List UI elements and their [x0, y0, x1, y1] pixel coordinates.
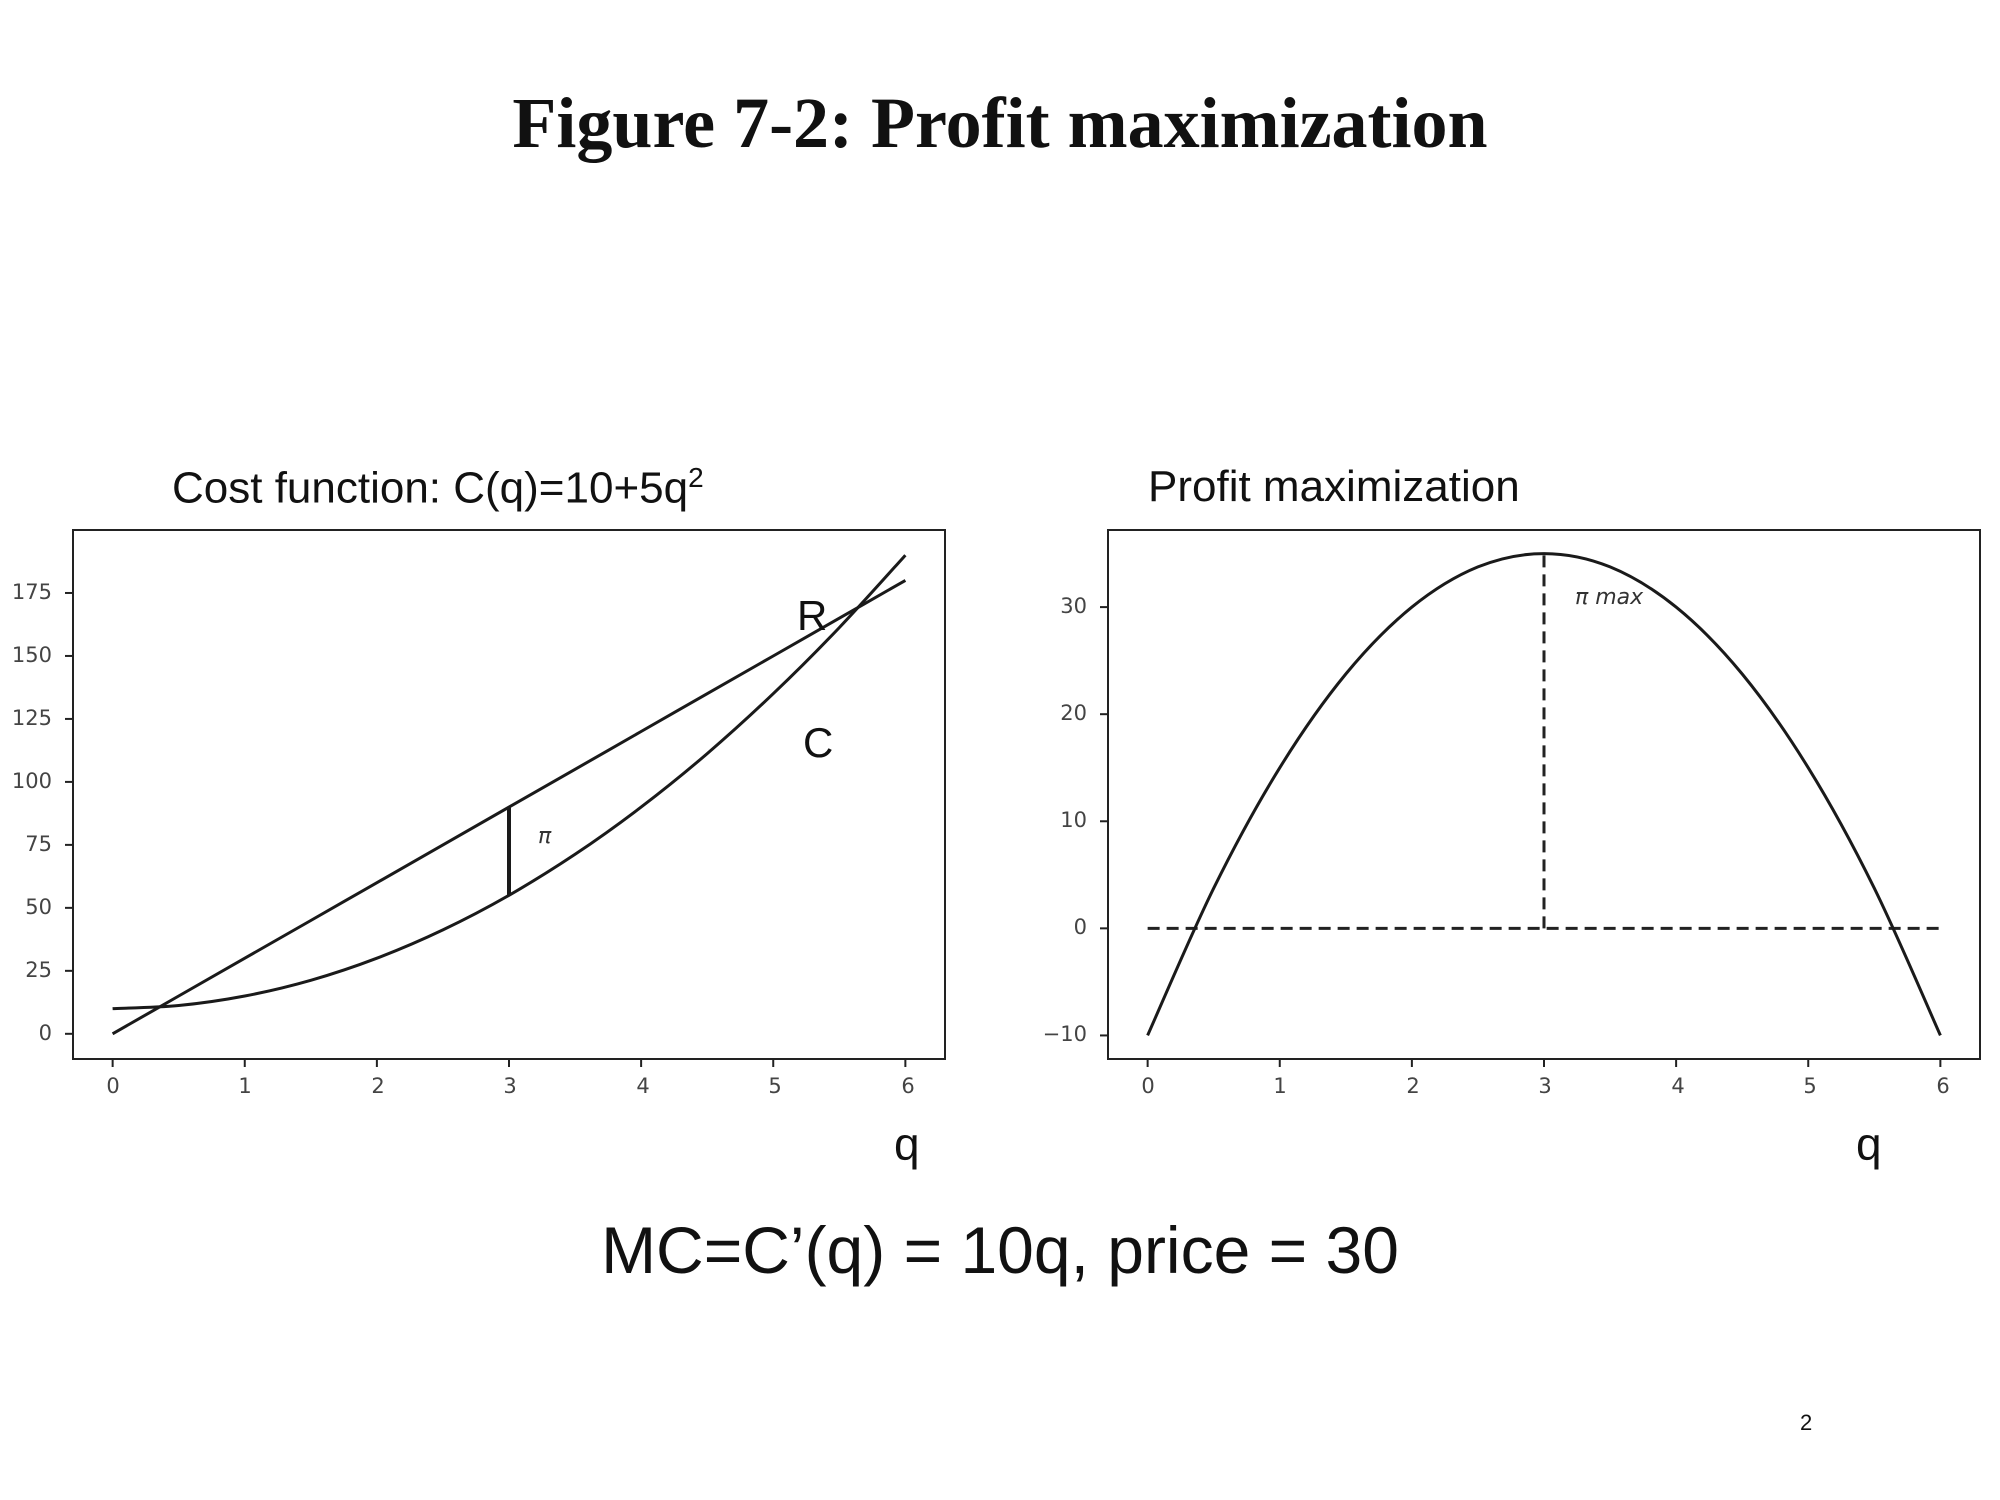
right-y-tick-label: 30: [1060, 594, 1087, 618]
left-x-tick-label: 2: [371, 1074, 384, 1098]
right-x-axis: 0 1 2 3 4 5 6: [1141, 1074, 1949, 1098]
right-x-tick-label: 6: [1936, 1074, 1949, 1098]
cost-curve-label: C: [803, 719, 833, 766]
left-x-tick-label: 6: [901, 1074, 914, 1098]
left-y-tick-label: 125: [12, 706, 52, 730]
page-number: 2: [1800, 1410, 1813, 1435]
right-x-axis-label: q: [1856, 1118, 1882, 1170]
left-x-tick-label: 4: [636, 1074, 649, 1098]
left-x-tick-label: 5: [768, 1074, 781, 1098]
left-x-tick-label: 3: [503, 1074, 516, 1098]
revenue-curve-label: R: [797, 592, 827, 639]
left-chart-marks: [65, 554, 907, 1067]
profit-pi-label: π: [538, 824, 552, 849]
right-x-tick-label: 3: [1538, 1074, 1551, 1098]
right-x-tick-label: 2: [1406, 1074, 1419, 1098]
right-y-axis: −10 0 10 20 30: [1043, 594, 1087, 1046]
left-x-axis: 0 1 2 3 4 5 6: [106, 1074, 914, 1098]
left-y-tick-label: 150: [12, 643, 52, 667]
left-x-axis-label: q: [894, 1118, 920, 1170]
right-chart-title: Profit maximization: [1148, 462, 1520, 511]
left-chart-title-text: Cost function: C(q)=10+5q: [172, 463, 689, 513]
cost-curve: [112, 554, 907, 1011]
left-chart: 0 25 50 75 100 125 150 175 0 1 2 3 4 5 6…: [12, 529, 946, 1170]
marginal-cost-formula: MC=C’(q) = 10q, price = 30: [601, 1213, 1399, 1287]
left-y-tick-label: 175: [12, 580, 52, 604]
left-x-tick-label: 1: [238, 1074, 251, 1098]
right-x-tick-label: 1: [1273, 1074, 1286, 1098]
right-chart-marks: [1100, 552, 1942, 1067]
left-chart-title-superscript: 2: [688, 462, 704, 493]
right-y-tick-label: 0: [1074, 915, 1087, 939]
right-x-tick-label: 5: [1803, 1074, 1816, 1098]
profit-max-label: π max: [1575, 585, 1644, 610]
left-x-tick-label: 0: [106, 1074, 119, 1098]
profit-curve: [1146, 552, 1942, 1037]
left-y-tick-label: 100: [12, 769, 52, 793]
right-y-tick-label: −10: [1043, 1022, 1087, 1046]
right-y-tick-label: 20: [1060, 701, 1087, 725]
left-y-tick-label: 50: [25, 895, 52, 919]
right-chart: −10 0 10 20 30 0 1 2 3 4 5 6 π max q: [1043, 529, 1981, 1170]
right-y-tick-label: 10: [1060, 808, 1087, 832]
right-x-tick-label: 0: [1141, 1074, 1154, 1098]
left-y-tick-label: 0: [39, 1021, 52, 1045]
left-chart-title: Cost function: C(q)=10+5q2: [172, 462, 704, 514]
left-y-tick-label: 25: [25, 958, 52, 982]
left-y-axis: 0 25 50 75 100 125 150 175: [12, 580, 52, 1045]
slide-title: Figure 7-2: Profit maximization: [512, 83, 1488, 163]
right-x-tick-label: 4: [1671, 1074, 1684, 1098]
left-y-tick-label: 75: [25, 832, 52, 856]
